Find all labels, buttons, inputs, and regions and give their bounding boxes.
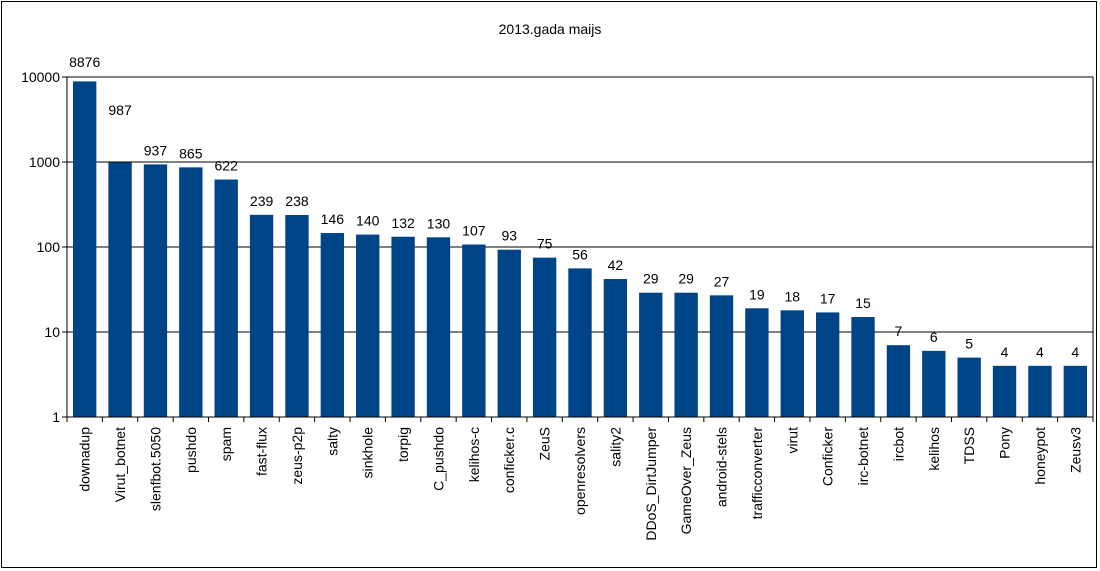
category-label: honeypot — [1032, 427, 1048, 485]
value-label: 15 — [855, 295, 871, 311]
value-label: 6 — [930, 329, 938, 345]
bar-ddos-dirtjumper — [639, 292, 663, 417]
value-label: 937 — [144, 142, 168, 158]
category-label: Pony — [997, 427, 1013, 459]
bar-torpig — [391, 236, 415, 417]
category-label: sality2 — [607, 427, 623, 467]
value-label: 132 — [391, 215, 415, 231]
value-label: 29 — [643, 271, 659, 287]
value-label: 75 — [537, 236, 553, 252]
value-label: 146 — [321, 211, 345, 227]
value-label: 140 — [356, 213, 380, 229]
axes — [62, 76, 1094, 422]
value-label: 130 — [427, 215, 451, 231]
value-label: 239 — [250, 193, 274, 209]
bar-zeusv3 — [1063, 365, 1087, 417]
value-label: 18 — [784, 288, 800, 304]
category-label: Conficker — [820, 427, 836, 486]
category-label: Zeusv3 — [1067, 427, 1083, 473]
bar-sinkhole — [356, 234, 380, 417]
value-label: 4 — [1071, 344, 1079, 360]
bar-pony — [992, 365, 1017, 417]
bar-slenfbot-5050 — [143, 164, 168, 417]
chart-title: 2013.gada maijs — [498, 21, 602, 37]
bar-kelihos-c — [462, 244, 486, 417]
bar-zeus-p2p — [285, 214, 309, 417]
category-label: virut — [784, 427, 800, 454]
value-label: 29 — [678, 271, 694, 287]
category-label: irc-botnet — [855, 427, 871, 485]
value-label: 5 — [965, 336, 973, 352]
category-label: TDSS — [961, 427, 977, 464]
category-label: Virut_botnet — [112, 427, 128, 502]
bar-irc-botnet — [851, 317, 875, 417]
value-label: 865 — [179, 145, 203, 161]
category-label: torpig — [395, 427, 411, 462]
category-label: slenfbot.5050 — [147, 427, 163, 511]
bar-c-pushdo — [426, 237, 451, 417]
category-labels: downadup Virut_botnet slenfbot.5050 pushdo s… — [77, 427, 1084, 541]
value-label: 107 — [462, 223, 486, 239]
y-tick-label: 10000 — [21, 69, 60, 85]
bar-conficker-c — [497, 249, 521, 417]
value-label: 56 — [572, 246, 588, 262]
bar-honeypot — [1028, 365, 1052, 417]
bar-sality2 — [603, 279, 628, 417]
category-label: conficker.c — [501, 427, 517, 493]
y-tick-labels: 1 10 100 1000 10000 — [21, 69, 60, 425]
category-label: pushdo — [183, 427, 199, 473]
y-tick-label: 1 — [52, 409, 60, 425]
category-label: downadup — [77, 427, 93, 492]
bar-openresolvers — [568, 268, 592, 417]
category-label: salty — [324, 427, 340, 456]
bar-gameover-zeus — [674, 292, 698, 417]
bar-tdss — [957, 357, 981, 417]
category-label: zeus-p2p — [289, 427, 305, 485]
bar-downadup — [73, 81, 97, 418]
category-label: kelihos — [926, 427, 942, 471]
bar-salty — [320, 233, 345, 417]
category-label: sinkhole — [360, 427, 376, 479]
bar-kelihos — [922, 350, 946, 417]
category-label: spam — [218, 427, 234, 461]
value-label: 622 — [215, 158, 239, 174]
category-label: ircbot — [890, 427, 906, 461]
value-label: 17 — [820, 290, 836, 306]
bar-android-stels — [709, 295, 734, 417]
bar-pushdo — [179, 167, 203, 417]
bar-spam — [214, 179, 238, 417]
bar-zeus — [532, 257, 557, 417]
bar-trafficconverter — [745, 308, 769, 417]
category-label: trafficconverter — [749, 427, 765, 520]
value-label: 93 — [501, 228, 517, 244]
y-tick-label: 10 — [44, 324, 60, 340]
category-label: openresolvers — [572, 427, 588, 515]
category-label: GameOver_Zeus — [678, 427, 694, 534]
category-label: kelihos-c — [466, 427, 482, 482]
category-label: android-stels — [714, 427, 730, 507]
value-label: 238 — [285, 193, 309, 209]
bar-virut — [780, 310, 804, 417]
value-label: 19 — [749, 286, 765, 302]
bar-fast-flux — [249, 214, 274, 417]
value-label: 987 — [108, 102, 132, 118]
bar-conficker — [815, 312, 840, 417]
value-label: 8876 — [69, 54, 100, 70]
y-tick-label: 1000 — [29, 154, 60, 170]
category-label: fast-flux — [254, 427, 270, 476]
y-tick-label: 100 — [37, 239, 61, 255]
bar-ircbot — [886, 345, 911, 417]
category-label: C_pushdo — [430, 427, 446, 491]
bar-virut-botnet — [108, 162, 132, 417]
value-label: 4 — [1001, 344, 1009, 360]
category-label: DDoS_DirtJumper — [643, 427, 659, 541]
category-label: ZeuS — [537, 427, 553, 460]
value-label: 27 — [714, 273, 730, 289]
bars — [73, 81, 1087, 418]
value-label: 7 — [895, 323, 903, 339]
value-label: 42 — [608, 257, 624, 273]
value-label: 4 — [1036, 344, 1044, 360]
